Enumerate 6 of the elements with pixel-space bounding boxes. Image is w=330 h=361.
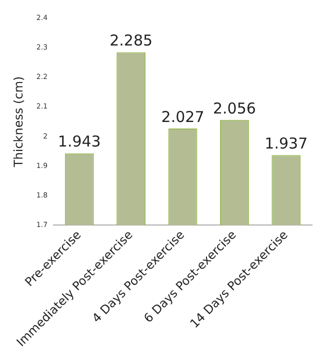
data-label: 2.056 <box>212 99 256 118</box>
data-label: 1.943 <box>58 132 101 151</box>
data-label: 1.937 <box>264 134 308 152</box>
data-label: 2.285 <box>110 32 153 50</box>
y-axis-title: Thickness (cm) <box>11 76 26 168</box>
data-label: 2.027 <box>161 108 204 126</box>
